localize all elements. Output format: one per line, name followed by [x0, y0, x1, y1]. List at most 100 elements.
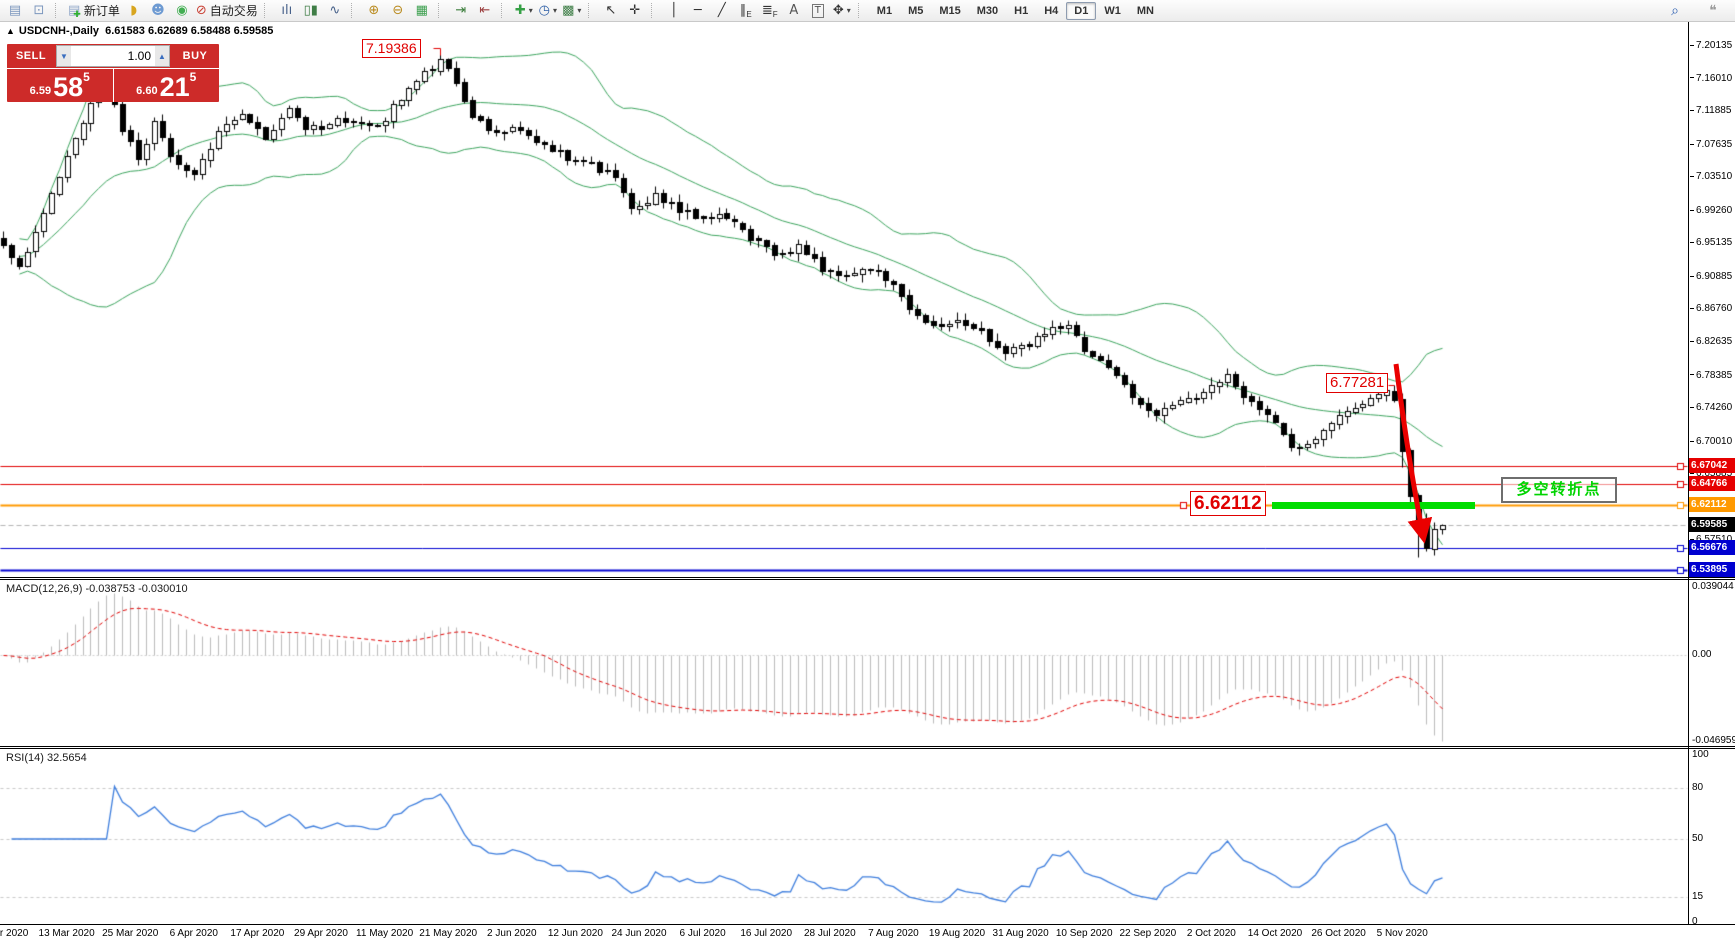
pivot-price-label[interactable]: 6.62112 [1190, 491, 1266, 516]
megaphone-icon[interactable]: ◗ [130, 3, 138, 18]
toolbar-button [500, 3, 508, 18]
peak-price-label[interactable]: 7.19386 [362, 39, 421, 58]
zoom-out-icon[interactable]: ⊖ [392, 3, 404, 18]
timeframe-button[interactable]: M5 [908, 4, 924, 17]
price-tag: 6.67042 [1689, 458, 1735, 474]
buy-price-sup: 5 [189, 70, 197, 84]
date-tick-label: 24 Jun 2020 [611, 928, 667, 939]
price-tag: 6.64766 [1689, 476, 1735, 492]
timeframe-button[interactable]: M15 [939, 4, 961, 17]
price-tick-label: 7.03510 [1690, 171, 1735, 182]
price-tick-label: 6.90885 [1690, 271, 1735, 282]
date-tick-label: 6 Apr 2020 [169, 928, 218, 939]
toolbar-button [437, 3, 445, 18]
volume-decrease-button[interactable]: ▼ [57, 46, 71, 66]
indicators-button[interactable]: ✚ ▾ [514, 3, 533, 18]
toolbar-button [650, 3, 658, 18]
community-icon[interactable]: ☻ [151, 3, 165, 18]
timeframe-button[interactable]: D1 [1066, 1, 1097, 20]
chart-shift-icon[interactable]: ⇤ [479, 3, 491, 18]
cursor-button[interactable]: ↖ [605, 3, 617, 18]
trendline-button[interactable]: ╱ [717, 3, 726, 18]
price-tag: 6.62112 [1689, 497, 1735, 513]
pane-separator[interactable] [0, 746, 1735, 749]
chat-icon[interactable]: ❝ [1709, 2, 1717, 19]
rsi-canvas[interactable] [0, 749, 1689, 924]
templates-button[interactable]: ▩ ▾ [562, 3, 582, 18]
chart-header: ▲ USDCNH-,Daily 6.61583 6.62689 6.58488 6… [6, 25, 273, 37]
price-tick-label: 6.78385 [1690, 370, 1735, 381]
timeframe-button[interactable]: H4 [1044, 4, 1059, 17]
date-tick-label: 21 May 2020 [419, 928, 478, 939]
data-window-icon[interactable]: ⊡ [33, 3, 45, 18]
support-highlight-bar[interactable] [1272, 502, 1475, 510]
toolbar-button [55, 3, 62, 18]
rsi-axis-label: 50 [1692, 832, 1704, 844]
rsi-axis-label: 80 [1692, 782, 1704, 794]
price-tick-label: 7.07635 [1690, 139, 1735, 150]
toolbar-button [350, 3, 358, 18]
price-tag: 6.53895 [1689, 561, 1735, 577]
pivot-note-textbox[interactable]: 多空转折点 [1501, 477, 1617, 503]
price-tick-label: 6.99260 [1690, 205, 1735, 216]
date-tick-label: 14 Oct 2020 [1247, 928, 1303, 939]
vertical-line-button[interactable]: │ [669, 3, 678, 18]
auto-scroll-icon[interactable]: ⇥ [455, 3, 467, 18]
volume-increase-button[interactable]: ▲ [155, 46, 169, 66]
sell-price-big: 58 [53, 72, 84, 102]
autotrading-button[interactable]: ⊘ 自动交易 [195, 3, 258, 18]
buy-button[interactable]: BUY [182, 50, 208, 62]
periods-button[interactable]: ◷ ▾ [538, 3, 557, 18]
macd-canvas[interactable] [0, 580, 1689, 746]
text-button[interactable]: A [789, 3, 799, 18]
toolbar-button [857, 3, 865, 18]
timeframe-group: M1 M5 M15 M30 H1 H4 D1 W1 MN [869, 0, 1162, 22]
pane-border [0, 924, 1735, 925]
timeframe-button[interactable]: M30 [976, 4, 999, 17]
timeframe-button[interactable]: H1 [1014, 4, 1029, 17]
pane-separator[interactable] [0, 577, 1735, 580]
toolbar: ▤ ⊡ [0, 0, 1735, 22]
buy-price[interactable]: 6.60 21 5 [114, 69, 220, 102]
new-order-button[interactable]: ▤ ✚ 新订单 [68, 3, 120, 20]
timeframe-button[interactable]: W1 [1104, 4, 1121, 17]
volume-input[interactable]: 1.00 [71, 46, 155, 66]
line-chart-icon[interactable]: ∿ [329, 3, 341, 18]
tile-windows-icon[interactable]: ▦ [415, 3, 428, 18]
sell-price[interactable]: 6.59 58 5 [7, 69, 114, 102]
collapse-icon[interactable]: ▲ [6, 26, 15, 36]
ohlc-low: 6.58488 [190, 25, 231, 37]
price-tag: 6.59585 [1689, 517, 1735, 533]
rsi-indicator-label: RSI(14) 32.5654 [6, 752, 87, 764]
date-tick-label: 2 Jun 2020 [487, 928, 537, 939]
crosshair-button[interactable]: ✛ [629, 3, 641, 18]
symbol-title: USDCNH-,Daily [18, 25, 99, 37]
horizontal-line-button[interactable]: ─ [693, 3, 702, 18]
bar-chart-icon[interactable]: ılı [281, 3, 293, 18]
signals-icon[interactable]: ◉ [176, 3, 188, 18]
arrows-button[interactable]: ✥ ▾ [832, 3, 851, 18]
date-axis[interactable]: 3 Mar 2020 13 Mar 2020 25 Mar 2020 6 Apr 20… [0, 925, 1688, 944]
candlestick-chart-icon[interactable]: ▯▮ [303, 3, 318, 18]
timeframe-button[interactable]: MN [1136, 4, 1154, 17]
price-axis-line [1688, 22, 1689, 924]
swing-price-label[interactable]: 6.77281 [1326, 373, 1389, 393]
date-tick-label: 31 Aug 2020 [992, 928, 1049, 939]
sell-arrow[interactable] [1388, 358, 1436, 558]
date-tick-label: 11 May 2020 [356, 928, 414, 939]
search-icon[interactable]: ⌕ [1671, 2, 1679, 19]
price-tick-label: 7.20135 [1690, 40, 1735, 51]
price-chart-canvas[interactable] [0, 22, 1689, 577]
sell-button[interactable]: SELL [15, 50, 47, 62]
rsi-axis-label: 15 [1692, 890, 1704, 902]
channel-button[interactable]: ∥ E [739, 3, 752, 19]
zoom-in-icon[interactable]: ⊕ [368, 3, 380, 18]
macd-axis-label: 0.039044 [1692, 581, 1734, 592]
text-label-button[interactable]: T [806, 1, 830, 21]
ohlc-open: 6.61583 [105, 25, 145, 37]
fibonacci-button[interactable]: ≣ F [761, 3, 778, 19]
timeframe-button[interactable]: M1 [876, 4, 893, 17]
price-tick-label: 7.11885 [1690, 105, 1735, 116]
buy-price-big: 21 [159, 72, 190, 102]
charts-list-icon[interactable]: ▤ [8, 3, 22, 18]
